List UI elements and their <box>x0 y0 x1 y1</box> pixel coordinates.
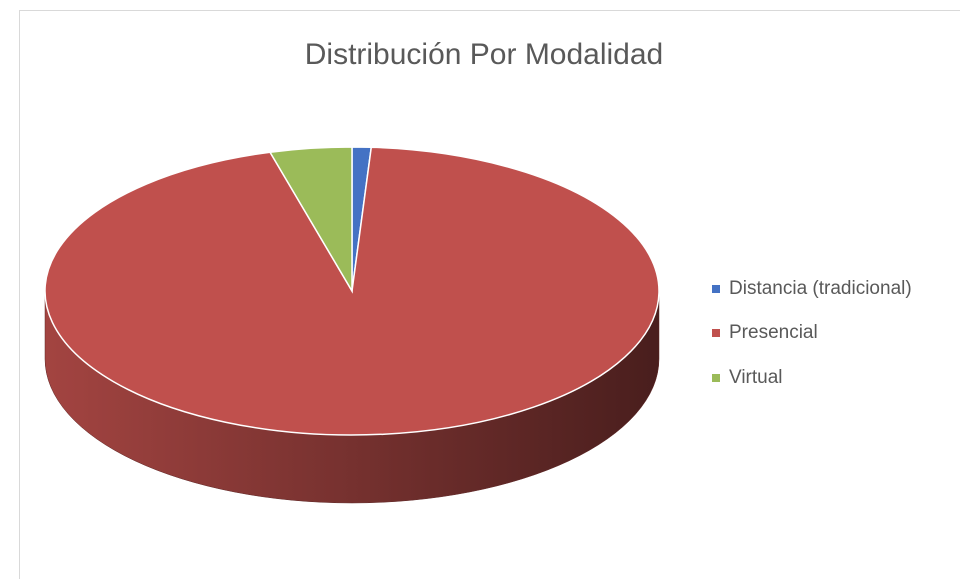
legend-swatch <box>712 285 720 293</box>
legend-label: Presencial <box>729 322 818 343</box>
legend-label: Distancia (tradicional) <box>729 278 912 299</box>
pie-slice <box>268 146 353 294</box>
legend-swatch <box>712 329 720 337</box>
legend-label: Virtual <box>729 367 783 388</box>
chart-title: Distribución Por Modalidad <box>305 38 664 71</box>
legend-swatch <box>712 374 720 382</box>
